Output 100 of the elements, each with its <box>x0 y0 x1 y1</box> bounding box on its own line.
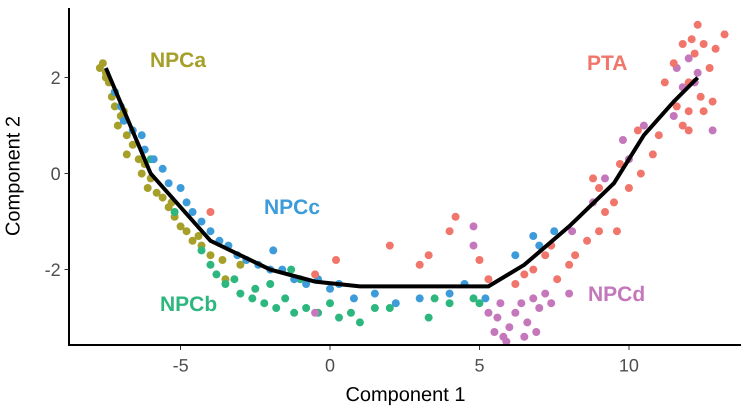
point <box>505 323 514 332</box>
point <box>386 304 394 312</box>
point <box>236 260 244 269</box>
point <box>612 227 621 236</box>
point <box>230 275 238 284</box>
point <box>571 251 580 260</box>
point <box>182 198 191 206</box>
point <box>475 299 484 308</box>
point <box>678 40 687 48</box>
point <box>654 131 663 140</box>
point <box>595 227 604 236</box>
point <box>535 304 544 312</box>
point <box>269 246 278 254</box>
series-label: NPCb <box>160 293 218 316</box>
point <box>493 314 502 322</box>
point <box>541 251 550 260</box>
point <box>206 208 214 216</box>
point <box>424 314 433 322</box>
point <box>138 131 146 140</box>
point <box>532 328 540 336</box>
point <box>712 44 720 53</box>
point <box>96 64 104 72</box>
point <box>392 299 400 308</box>
point <box>236 290 244 298</box>
point <box>624 184 633 192</box>
point <box>122 131 131 140</box>
point <box>720 30 729 38</box>
point <box>326 284 334 293</box>
series-label: NPCc <box>264 196 320 219</box>
point <box>529 232 538 240</box>
point <box>266 280 274 288</box>
point <box>452 212 460 221</box>
point <box>158 194 167 202</box>
x-tick-label: -5 <box>172 355 189 376</box>
point <box>601 174 610 182</box>
point <box>311 308 320 317</box>
point <box>708 98 717 106</box>
point <box>206 251 214 260</box>
point <box>694 20 702 29</box>
point <box>114 122 122 130</box>
x-tick-label: 5 <box>474 355 484 376</box>
point <box>700 107 708 116</box>
point <box>251 284 260 293</box>
point <box>332 256 340 264</box>
point <box>158 164 167 173</box>
point <box>520 270 528 278</box>
point <box>188 208 197 216</box>
point <box>688 35 696 44</box>
point <box>595 184 604 192</box>
point <box>484 308 492 317</box>
point <box>370 304 379 312</box>
point <box>565 290 574 298</box>
y-axis-title: Component 2 <box>2 116 24 236</box>
point <box>568 227 576 236</box>
point <box>188 236 197 245</box>
point <box>206 227 214 236</box>
point <box>144 184 152 192</box>
point <box>520 332 528 341</box>
point <box>335 314 343 322</box>
point <box>182 227 191 236</box>
point <box>248 294 256 302</box>
point <box>511 251 520 260</box>
x-axis-title: Component 1 <box>345 384 466 406</box>
point <box>281 294 290 302</box>
point <box>198 246 206 254</box>
point <box>176 184 185 192</box>
point <box>684 54 693 62</box>
y-tick-label: 2 <box>50 68 61 88</box>
point <box>648 150 657 158</box>
point <box>350 294 358 302</box>
point <box>636 170 645 178</box>
point <box>547 299 556 308</box>
point <box>640 122 648 130</box>
point <box>541 290 550 298</box>
point <box>356 318 364 326</box>
point <box>511 280 520 288</box>
point <box>660 78 669 86</box>
series-label: PTA <box>587 52 628 75</box>
point <box>221 280 230 288</box>
point <box>708 126 717 134</box>
point <box>490 328 498 336</box>
point <box>529 294 538 302</box>
point <box>206 260 214 269</box>
point <box>122 150 131 158</box>
point <box>610 198 618 206</box>
point <box>634 126 642 134</box>
x-tick-label: 10 <box>618 355 639 376</box>
point <box>346 308 355 317</box>
point <box>523 318 532 326</box>
point <box>326 299 334 308</box>
point <box>370 290 379 298</box>
point <box>475 256 484 264</box>
point <box>302 304 310 312</box>
point <box>424 251 433 260</box>
point <box>446 227 454 236</box>
point <box>553 275 562 284</box>
point <box>517 299 526 308</box>
point <box>470 242 478 250</box>
point <box>272 304 280 312</box>
point <box>212 270 220 278</box>
